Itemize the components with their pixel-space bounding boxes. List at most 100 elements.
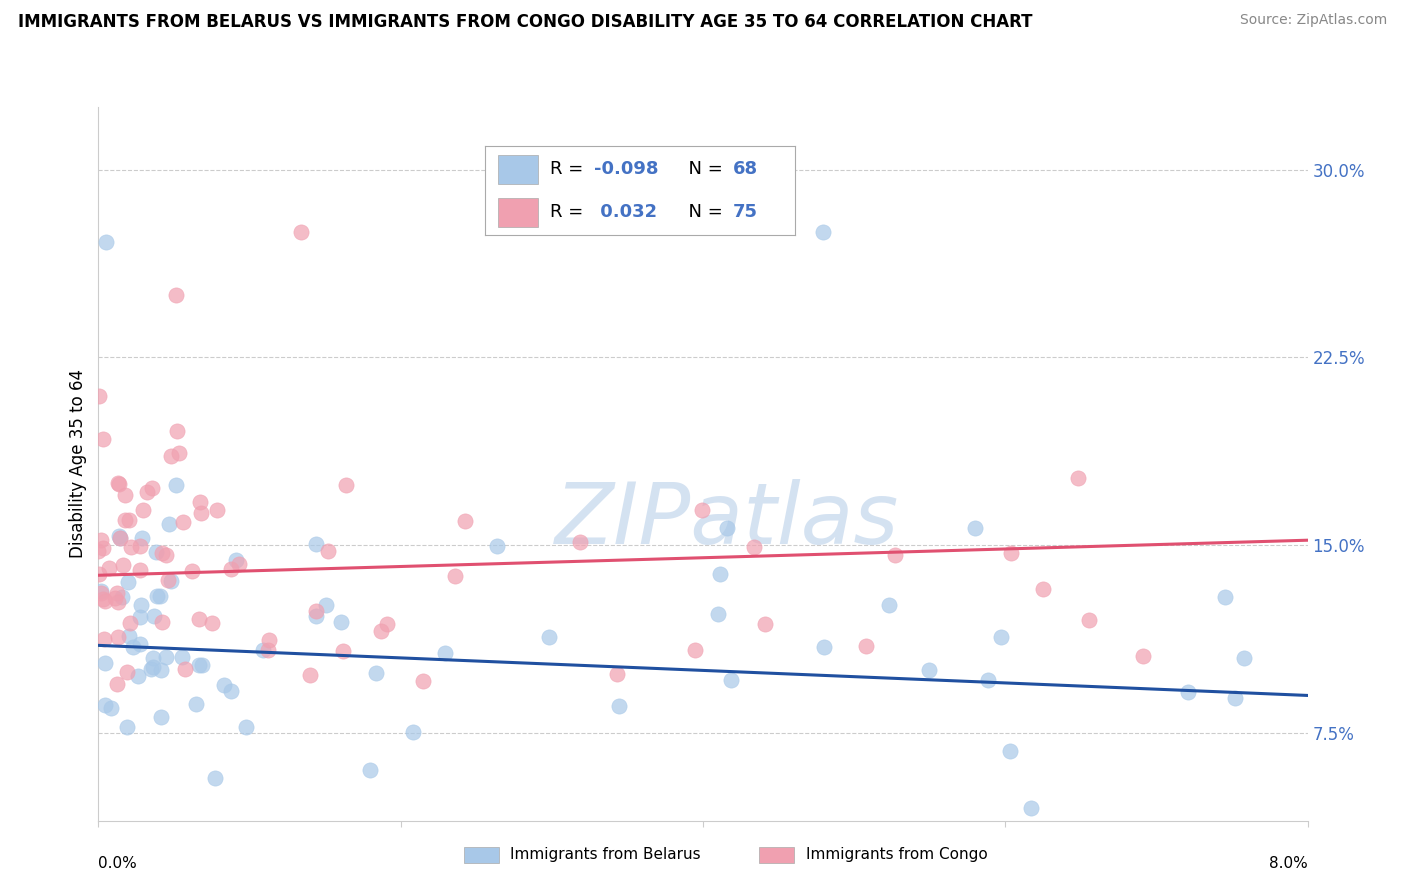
Text: R =: R = bbox=[550, 202, 589, 221]
Point bbox=[166, 424, 188, 438]
Point bbox=[720, 673, 742, 688]
Point bbox=[97, 561, 120, 575]
Point bbox=[131, 531, 153, 545]
Point bbox=[219, 562, 242, 576]
Y-axis label: Disability Age 35 to 64: Disability Age 35 to 64 bbox=[69, 369, 87, 558]
Point bbox=[180, 564, 202, 578]
Point bbox=[304, 604, 326, 618]
Point bbox=[965, 520, 987, 534]
Text: 75: 75 bbox=[733, 202, 758, 221]
Point bbox=[100, 700, 122, 714]
Point bbox=[107, 631, 129, 645]
Point bbox=[159, 574, 181, 588]
Point bbox=[87, 566, 110, 581]
Bar bbox=[498, 155, 538, 184]
Point bbox=[754, 617, 776, 632]
Point bbox=[813, 640, 835, 655]
Point bbox=[87, 543, 110, 558]
Point bbox=[299, 668, 322, 682]
Point bbox=[433, 646, 456, 660]
Point bbox=[219, 684, 242, 698]
Point bbox=[111, 591, 134, 605]
Point bbox=[1032, 582, 1054, 596]
Point bbox=[111, 558, 134, 572]
Text: R =: R = bbox=[550, 160, 589, 178]
Point bbox=[118, 629, 141, 643]
Point bbox=[120, 540, 142, 554]
Point bbox=[114, 513, 136, 527]
Point bbox=[444, 569, 467, 583]
Point bbox=[172, 515, 194, 529]
Point bbox=[107, 586, 129, 600]
Point bbox=[1223, 690, 1246, 705]
Point bbox=[1213, 591, 1236, 605]
Point bbox=[690, 503, 713, 517]
Point bbox=[879, 598, 901, 612]
Point bbox=[143, 608, 166, 623]
Point bbox=[108, 529, 131, 543]
Point bbox=[104, 591, 127, 605]
Point bbox=[811, 225, 834, 239]
Point bbox=[188, 612, 211, 626]
Point bbox=[115, 720, 138, 734]
Point bbox=[370, 624, 392, 639]
Point bbox=[142, 651, 165, 665]
Point bbox=[129, 610, 152, 624]
Point bbox=[107, 477, 129, 491]
Point bbox=[117, 513, 139, 527]
Point bbox=[454, 514, 477, 528]
Point bbox=[108, 531, 131, 545]
Point bbox=[107, 595, 129, 609]
Point bbox=[128, 563, 150, 577]
Text: 68: 68 bbox=[733, 160, 758, 178]
Point bbox=[150, 663, 173, 677]
Point bbox=[139, 662, 162, 676]
Point bbox=[1067, 471, 1090, 485]
Point bbox=[332, 644, 354, 658]
Point bbox=[485, 539, 508, 553]
Point bbox=[169, 446, 191, 460]
Point bbox=[335, 478, 357, 492]
Point bbox=[225, 553, 247, 567]
Point bbox=[1233, 650, 1256, 665]
Point bbox=[142, 660, 165, 674]
Point bbox=[93, 656, 115, 670]
Point bbox=[188, 495, 211, 509]
Point bbox=[94, 235, 117, 250]
Point bbox=[228, 557, 250, 571]
Point bbox=[94, 698, 117, 713]
Point bbox=[364, 665, 387, 680]
Point bbox=[252, 642, 274, 657]
Point bbox=[1078, 613, 1101, 627]
Point bbox=[190, 657, 212, 672]
Text: Immigrants from Congo: Immigrants from Congo bbox=[806, 847, 987, 862]
Point bbox=[157, 517, 180, 532]
Point bbox=[90, 586, 112, 600]
Point bbox=[709, 566, 731, 581]
Point bbox=[114, 488, 136, 502]
Point bbox=[305, 608, 328, 623]
Point bbox=[117, 575, 139, 590]
Point bbox=[149, 590, 172, 604]
Point bbox=[412, 674, 434, 689]
Point bbox=[375, 617, 398, 632]
Point bbox=[607, 699, 630, 714]
Point bbox=[135, 485, 157, 500]
Point bbox=[990, 631, 1012, 645]
Point bbox=[127, 669, 149, 683]
Point bbox=[157, 573, 180, 587]
Point bbox=[1019, 801, 1042, 815]
Point bbox=[257, 642, 280, 657]
Point bbox=[94, 593, 117, 607]
Point bbox=[330, 615, 353, 629]
Point bbox=[107, 475, 129, 490]
Point bbox=[93, 632, 115, 646]
Point bbox=[155, 548, 177, 562]
Point bbox=[110, 531, 132, 545]
Text: 8.0%: 8.0% bbox=[1268, 856, 1308, 871]
Text: 0.032: 0.032 bbox=[593, 202, 657, 221]
Point bbox=[1132, 648, 1154, 663]
Point bbox=[165, 288, 187, 302]
Text: N =: N = bbox=[678, 202, 728, 221]
Point bbox=[184, 698, 207, 712]
